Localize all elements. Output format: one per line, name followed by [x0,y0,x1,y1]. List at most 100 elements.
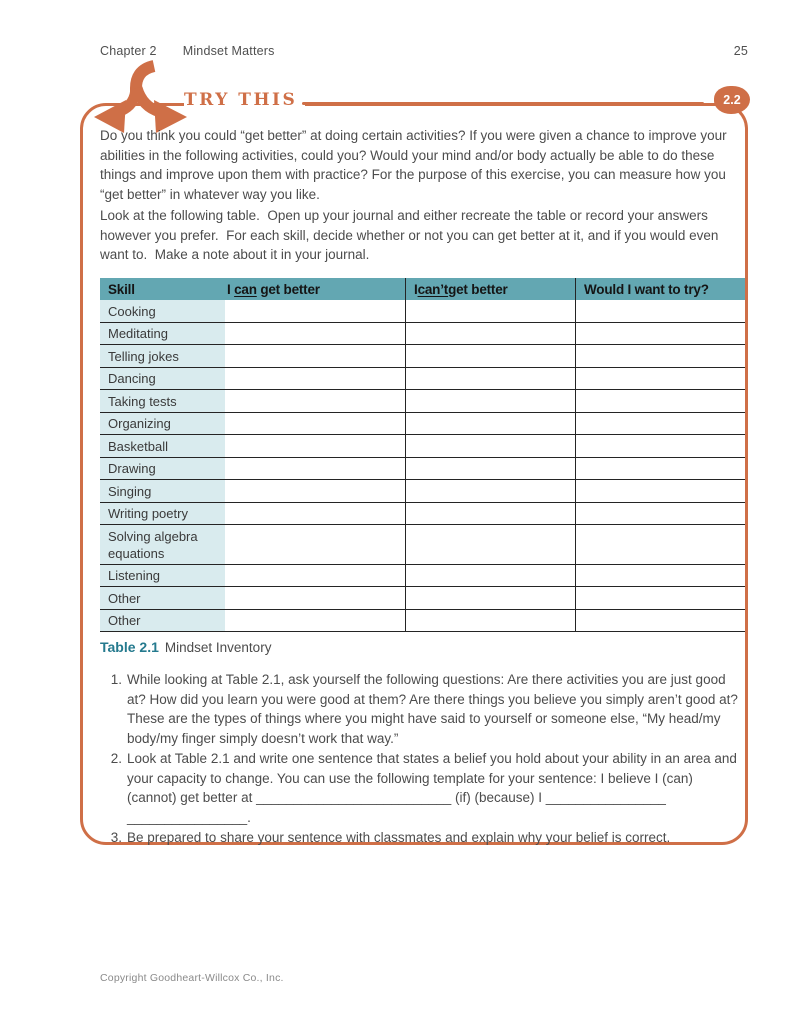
column-header-skill: Skill [108,281,135,297]
table-row: Writing poetry [100,502,745,525]
intro-paragraph: Do you think you could “get better” at d… [100,128,731,202]
answer-cell [575,502,745,524]
page-number: 25 [733,44,748,58]
answer-cell [405,367,575,389]
instructions-paragraph: Look at the following table. Open up you… [100,208,723,262]
skill-table: Skill I can get better I can’t get bette… [100,278,745,632]
list-item-number: 1. [110,672,122,687]
table-row: Solving algebra equations [100,525,745,565]
list-item: 3. Be prepared to share your sentence wi… [104,828,744,848]
answer-cell [225,610,405,632]
table-caption: Table 2.1 Mindset Inventory [100,639,271,655]
answer-cell [575,587,745,609]
answer-cell [575,412,745,434]
header-cant-word: can’t [417,281,449,297]
answer-cell [225,503,405,525]
answer-cell [405,525,575,564]
answer-cell [575,457,745,479]
answer-cell [575,435,745,457]
answer-cell [225,368,405,390]
table-row: Drawing [100,457,745,480]
skill-cell: Other [100,609,225,631]
activity-number-badge: 2.2 [714,86,750,114]
answer-cell [225,458,405,480]
answer-cell [575,525,745,564]
answer-cell [405,390,575,412]
table-caption-text: Mindset Inventory [164,640,272,655]
skill-cell: Solving algebra equations [100,525,225,564]
column-header-can: I can get better [225,282,405,297]
answer-cell [225,525,405,564]
answer-cell [225,565,405,587]
answer-cell [405,609,575,631]
list-item-text: While looking at Table 2.1, ask yourself… [127,672,742,746]
answer-cell [405,502,575,524]
answer-cell [405,435,575,457]
header-cant-suffix: get better [448,281,508,297]
answer-cell [225,345,405,367]
answer-cell [225,390,405,412]
answer-cell [225,323,405,345]
answer-cell [575,300,745,322]
table-row: Other [100,609,745,632]
list-item-text: Look at Table 2.1 and write one sentence… [127,751,741,825]
skill-cell: Dancing [100,367,225,389]
header-can-prefix: I [227,281,235,297]
list-item: 2. Look at Table 2.1 and write one sente… [104,749,744,827]
answer-cell [405,564,575,586]
skill-cell: Drawing [100,457,225,479]
answer-cell [225,413,405,435]
try-this-heading: TRY THIS [184,90,306,110]
list-item: 1. While looking at Table 2.1, ask yours… [104,670,744,748]
table-caption-label: Table 2.1 [100,639,159,655]
answer-cell [405,412,575,434]
table-row: Telling jokes [100,345,745,368]
answer-cell [225,300,405,322]
table-row: Dancing [100,367,745,390]
column-header-cant: I can’t get better [405,278,575,300]
column-header-try: Would I want to try? [575,278,745,300]
skill-cell: Meditating [100,322,225,344]
answer-cell [575,345,745,367]
header-can-suffix: get better [256,281,320,297]
answer-cell [405,480,575,502]
list-item-number: 2. [110,751,122,766]
answer-cell [405,322,575,344]
skill-cell: Singing [100,480,225,502]
instruction-list: 1. While looking at Table 2.1, ask yours… [104,670,744,849]
answer-cell [405,300,575,322]
answer-cell [575,367,745,389]
heading-rule [302,102,704,105]
answer-cell [575,609,745,631]
table-row: Other [100,587,745,610]
skill-cell: Listening [100,564,225,586]
answer-cell [575,480,745,502]
answer-cell [225,435,405,457]
page-header: Chapter 2 Mindset Matters 25 [100,44,748,58]
answer-cell [575,322,745,344]
answer-cell [225,587,405,609]
header-can-word: can [234,281,257,297]
skill-cell: Basketball [100,435,225,457]
chapter-title: Mindset Matters [182,44,275,58]
table-row: Organizing [100,412,745,435]
answer-cell [405,457,575,479]
chapter-label: Chapter 2 [100,44,157,58]
table-header-row: Skill I can get better I can’t get bette… [100,278,745,300]
answer-cell [575,390,745,412]
list-item-number: 3. [110,830,122,845]
skill-cell: Telling jokes [100,345,225,367]
table-row: Cooking [100,300,745,323]
list-item-text: Be prepared to share your sentence with … [127,830,671,845]
answer-cell [405,345,575,367]
skill-cell: Writing poetry [100,502,225,524]
answer-cell [575,564,745,586]
skill-cell: Other [100,587,225,609]
table-row: Singing [100,480,745,503]
table-row: Meditating [100,322,745,345]
table-row: Taking tests [100,390,745,413]
header-cant-prefix: I [414,281,418,297]
table-row: Basketball [100,435,745,458]
table-row: Listening [100,564,745,587]
